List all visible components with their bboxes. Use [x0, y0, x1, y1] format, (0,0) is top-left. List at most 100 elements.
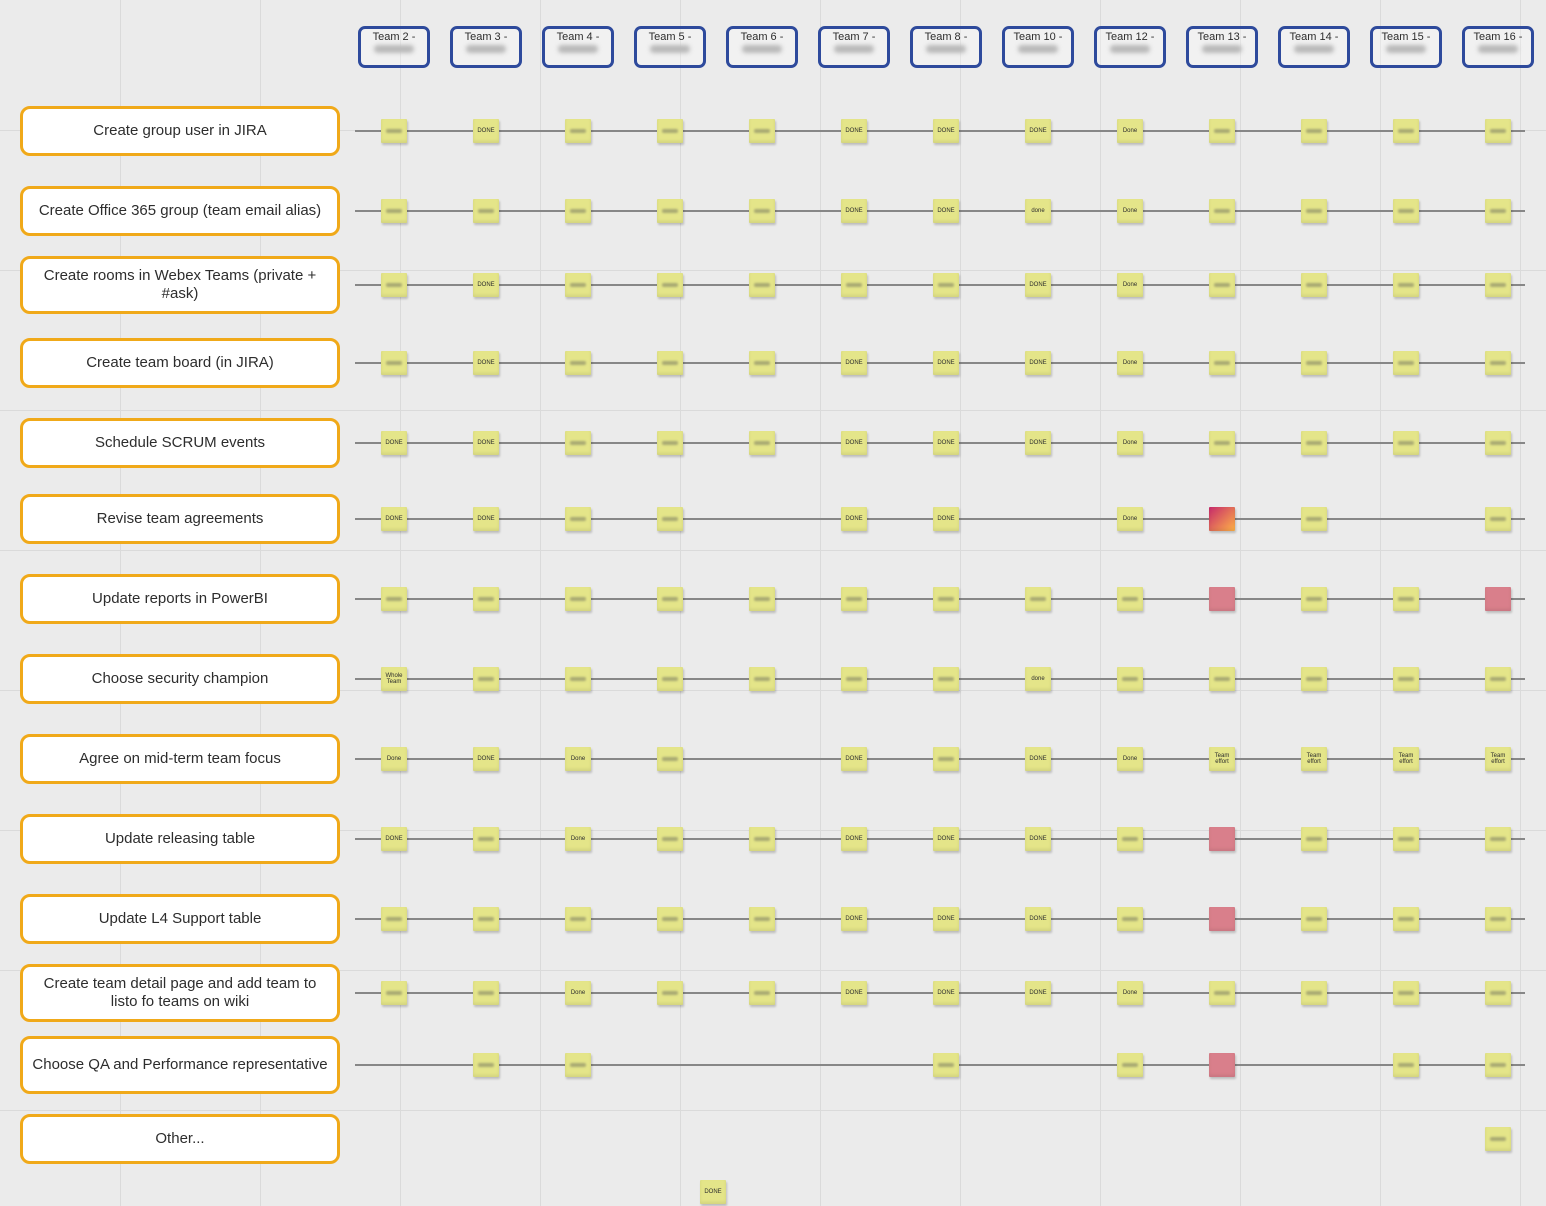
sticky-note[interactable]: DONE	[1025, 747, 1051, 771]
sticky-note[interactable]	[1301, 431, 1327, 455]
sticky-note[interactable]	[1209, 1053, 1235, 1077]
sticky-note[interactable]	[473, 827, 499, 851]
team-header-team5[interactable]: Team 5 -	[634, 26, 706, 68]
sticky-note[interactable]	[1301, 667, 1327, 691]
sticky-note[interactable]	[1485, 431, 1511, 455]
sticky-note[interactable]	[1209, 827, 1235, 851]
sticky-note[interactable]	[565, 273, 591, 297]
sticky-note[interactable]	[1301, 827, 1327, 851]
sticky-note[interactable]: DONE	[473, 351, 499, 375]
sticky-note[interactable]	[749, 827, 775, 851]
sticky-note[interactable]: Done	[1117, 981, 1143, 1005]
team-header-team7[interactable]: Team 7 -	[818, 26, 890, 68]
sticky-note[interactable]	[1117, 1053, 1143, 1077]
sticky-note[interactable]: Done	[1117, 351, 1143, 375]
sticky-note[interactable]	[1301, 907, 1327, 931]
sticky-note[interactable]: Done	[1117, 119, 1143, 143]
sticky-note[interactable]	[749, 199, 775, 223]
sticky-note[interactable]	[1117, 587, 1143, 611]
sticky-note[interactable]	[1393, 827, 1419, 851]
sticky-note[interactable]	[473, 667, 499, 691]
sticky-note[interactable]	[1209, 431, 1235, 455]
sticky-note[interactable]	[1485, 587, 1511, 611]
team-header-team10[interactable]: Team 10 -	[1002, 26, 1074, 68]
sticky-note[interactable]: DONE	[381, 827, 407, 851]
sticky-note[interactable]	[1485, 351, 1511, 375]
sticky-note[interactable]	[933, 587, 959, 611]
sticky-note[interactable]: DONE	[1025, 273, 1051, 297]
sticky-note[interactable]	[565, 199, 591, 223]
sticky-note[interactable]	[657, 431, 683, 455]
sticky-note[interactable]	[1025, 587, 1051, 611]
team-header-team14[interactable]: Team 14 -	[1278, 26, 1350, 68]
task-label-r8[interactable]: Agree on mid-term team focus	[20, 734, 340, 784]
sticky-note[interactable]	[933, 273, 959, 297]
sticky-note[interactable]	[565, 351, 591, 375]
team-header-team4[interactable]: Team 4 -	[542, 26, 614, 68]
sticky-note[interactable]	[1301, 119, 1327, 143]
team-header-team3[interactable]: Team 3 -	[450, 26, 522, 68]
sticky-note[interactable]	[1209, 273, 1235, 297]
sticky-note[interactable]: Done	[1117, 431, 1143, 455]
task-label-r11[interactable]: Create team detail page and add team to …	[20, 964, 340, 1022]
sticky-note[interactable]: done	[1025, 199, 1051, 223]
sticky-note[interactable]	[1393, 199, 1419, 223]
sticky-note[interactable]: DONE	[1025, 351, 1051, 375]
sticky-note[interactable]	[473, 907, 499, 931]
sticky-note[interactable]	[1485, 907, 1511, 931]
sticky-note[interactable]	[1209, 507, 1235, 531]
sticky-note[interactable]	[1485, 273, 1511, 297]
team-header-team8[interactable]: Team 8 -	[910, 26, 982, 68]
sticky-note[interactable]: Done	[1117, 199, 1143, 223]
sticky-note[interactable]	[749, 981, 775, 1005]
sticky-note[interactable]	[1301, 587, 1327, 611]
sticky-note[interactable]: DONE	[933, 907, 959, 931]
sticky-note[interactable]	[1485, 827, 1511, 851]
sticky-note[interactable]: DONE	[1025, 119, 1051, 143]
sticky-note[interactable]: DONE	[473, 747, 499, 771]
sticky-note[interactable]	[657, 827, 683, 851]
task-label-r6[interactable]: Update reports in PowerBI	[20, 574, 340, 624]
sticky-note[interactable]	[1117, 907, 1143, 931]
sticky-note[interactable]: DONE	[841, 747, 867, 771]
team-header-team15[interactable]: Team 15 -	[1370, 26, 1442, 68]
sticky-note[interactable]	[657, 199, 683, 223]
sticky-note[interactable]: DONE	[841, 431, 867, 455]
sticky-note[interactable]	[1209, 587, 1235, 611]
sticky-note[interactable]	[1485, 667, 1511, 691]
team-header-team12[interactable]: Team 12 -	[1094, 26, 1166, 68]
sticky-note[interactable]	[749, 667, 775, 691]
sticky-note[interactable]	[1393, 273, 1419, 297]
sticky-note[interactable]: DONE	[841, 907, 867, 931]
sticky-note[interactable]	[381, 587, 407, 611]
sticky-note[interactable]: Team effort	[1393, 747, 1419, 771]
sticky-note[interactable]	[381, 119, 407, 143]
sticky-note[interactable]	[381, 981, 407, 1005]
sticky-note[interactable]	[657, 667, 683, 691]
sticky-note[interactable]: DONE	[381, 431, 407, 455]
task-label-r10[interactable]: Update L4 Support table	[20, 894, 340, 944]
sticky-note[interactable]	[657, 351, 683, 375]
sticky-note[interactable]: Done	[1117, 747, 1143, 771]
sticky-note[interactable]: Done	[381, 747, 407, 771]
sticky-note[interactable]: DONE	[1025, 827, 1051, 851]
sticky-note[interactable]	[1209, 351, 1235, 375]
sticky-note[interactable]	[1393, 119, 1419, 143]
sticky-note[interactable]	[565, 587, 591, 611]
sticky-note[interactable]: Done	[565, 747, 591, 771]
team-header-team2[interactable]: Team 2 -	[358, 26, 430, 68]
task-label-r9[interactable]: Update releasing table	[20, 814, 340, 864]
sticky-note[interactable]	[1209, 199, 1235, 223]
sticky-note[interactable]	[657, 747, 683, 771]
sticky-note[interactable]: DONE	[381, 507, 407, 531]
sticky-note[interactable]	[1485, 199, 1511, 223]
sticky-note[interactable]: DONE	[1025, 431, 1051, 455]
sticky-note[interactable]: Team effort	[1485, 747, 1511, 771]
task-label-r7[interactable]: Choose security champion	[20, 654, 340, 704]
sticky-note[interactable]: DONE	[841, 507, 867, 531]
sticky-note[interactable]: Done	[1117, 273, 1143, 297]
sticky-note[interactable]	[1209, 667, 1235, 691]
sticky-note[interactable]	[749, 907, 775, 931]
sticky-note[interactable]	[565, 667, 591, 691]
sticky-note[interactable]	[657, 587, 683, 611]
